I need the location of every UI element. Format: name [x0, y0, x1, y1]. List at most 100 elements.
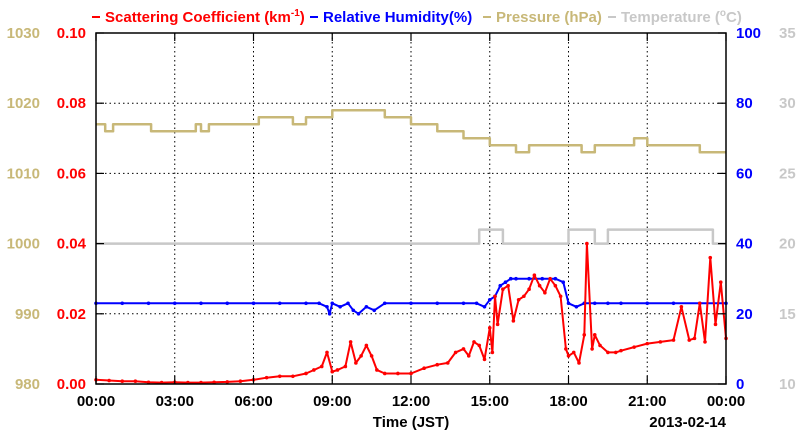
series-point-humidity [364, 304, 369, 309]
x-tick-label: 03:00 [156, 393, 194, 410]
series-point-scattering [577, 361, 581, 365]
series-line-scattering [95, 242, 727, 384]
series-point-scattering [304, 371, 308, 376]
x-tick-label: 00:00 [77, 393, 115, 410]
series-point-humidity [356, 312, 361, 316]
y-tick-label-humidity: 40 [736, 236, 753, 253]
series-point-scattering [435, 362, 440, 367]
series-point-scattering [354, 361, 358, 365]
series-point-humidity [120, 301, 125, 306]
x-axis-label: Time (JST) [373, 414, 449, 431]
series-point-scattering [343, 364, 348, 369]
series-point-scattering [582, 333, 587, 337]
series-point-humidity [325, 304, 329, 309]
date-label: 2013-02-14 [649, 414, 726, 431]
series-point-scattering [537, 283, 542, 288]
x-tick-label: 00:00 [707, 393, 745, 410]
series-point-scattering [396, 371, 400, 376]
legend-label-humidity: Relative Humidity(%) [323, 9, 472, 26]
series-point-scattering [619, 348, 623, 353]
y-tick-label-humidity: 60 [736, 165, 753, 182]
series-point-scattering [364, 343, 369, 348]
series-point-scattering [477, 343, 482, 348]
series-point-humidity [346, 301, 350, 306]
series-point-humidity [561, 280, 566, 285]
y-tick-label-scattering: 0.06 [57, 165, 86, 182]
series-point-scattering [548, 276, 552, 281]
series-point-scattering [703, 340, 707, 344]
legend-label-temperature-suffix: C) [726, 9, 742, 26]
series-point-scattering [466, 354, 471, 358]
series-point-scattering [482, 357, 487, 362]
series-line-temperature [96, 228, 726, 245]
series-point-scattering [632, 345, 636, 349]
y-tick-label-pressure: 980 [15, 376, 40, 393]
series-point-humidity [225, 301, 230, 306]
series-point-scattering [445, 361, 450, 365]
y-tick-label-humidity: 100 [736, 25, 761, 42]
series-point-scattering [330, 369, 335, 374]
series-point-scattering [658, 340, 663, 344]
series-point-humidity [566, 301, 571, 306]
series-point-scattering [348, 340, 353, 344]
axis-labels: 00:00 03:00 06:00 09:00 12:00 15:00 18:00 21:00… [7, 25, 796, 410]
series-point-humidity [172, 301, 177, 306]
series-point-humidity [474, 301, 479, 306]
legend-label-temperature-sup: o [720, 8, 726, 19]
series-point-humidity [503, 280, 508, 285]
series-point-scattering [461, 347, 466, 351]
series-point-humidity [435, 301, 440, 306]
series-point-humidity [338, 304, 342, 309]
series-point-humidity [514, 276, 518, 281]
series-point-humidity [592, 301, 597, 306]
series-point-scattering [558, 294, 563, 299]
series-point-scattering [291, 374, 295, 379]
x-tick-label: 09:00 [313, 393, 351, 410]
series-point-humidity [382, 301, 387, 306]
series-point-scattering [325, 350, 329, 355]
series-point-humidity [330, 301, 335, 306]
series-point-scattering [532, 273, 537, 277]
legend-label-scattering-text: Scattering Coefficient (km [105, 9, 291, 26]
series-point-humidity [372, 308, 377, 313]
series-point-humidity [461, 301, 466, 306]
series-point-scattering [564, 347, 568, 351]
series-point-humidity [351, 308, 356, 313]
y-tick-label-temperature: 15 [779, 306, 796, 323]
series-point-scattering [107, 378, 111, 383]
series-point-scattering [277, 374, 282, 379]
y-tick-label-pressure: 990 [15, 306, 40, 323]
y-tick-label-temperature: 10 [779, 376, 796, 393]
series-point-humidity [304, 301, 308, 306]
series-point-scattering [606, 350, 610, 355]
series-point-scattering [613, 350, 618, 355]
series-point-scattering [133, 379, 138, 383]
series-point-humidity [619, 301, 623, 306]
series-point-scattering [422, 366, 426, 371]
y-tick-label-humidity: 80 [736, 95, 753, 112]
series-point-humidity [574, 304, 579, 309]
y-tick-label-humidity: 20 [736, 306, 753, 323]
series-point-scattering [264, 375, 269, 380]
series-point-humidity [498, 283, 503, 288]
y-tick-label-temperature: 25 [779, 165, 796, 182]
y-tick-label-scattering: 0.02 [57, 306, 86, 323]
series-point-scattering [225, 380, 230, 384]
series-point-scattering [501, 287, 505, 292]
series-point-scattering [335, 368, 340, 372]
legend-label-temperature-text: Temperature ( [621, 9, 720, 26]
series-point-humidity [645, 301, 650, 306]
series-point-scattering [687, 338, 692, 342]
legend-label-scattering-sup: -1 [291, 8, 300, 19]
series-point-scattering [495, 322, 500, 327]
series-point-scattering [571, 350, 576, 355]
series-point-humidity [540, 276, 545, 281]
y-tick-label-scattering: 0.08 [57, 95, 86, 112]
series-point-scattering [718, 280, 723, 285]
series-point-scattering [146, 380, 151, 385]
series-point-scattering [453, 350, 458, 355]
series-point-scattering [645, 341, 650, 346]
series-point-humidity [146, 301, 151, 306]
series-point-scattering [516, 297, 521, 302]
